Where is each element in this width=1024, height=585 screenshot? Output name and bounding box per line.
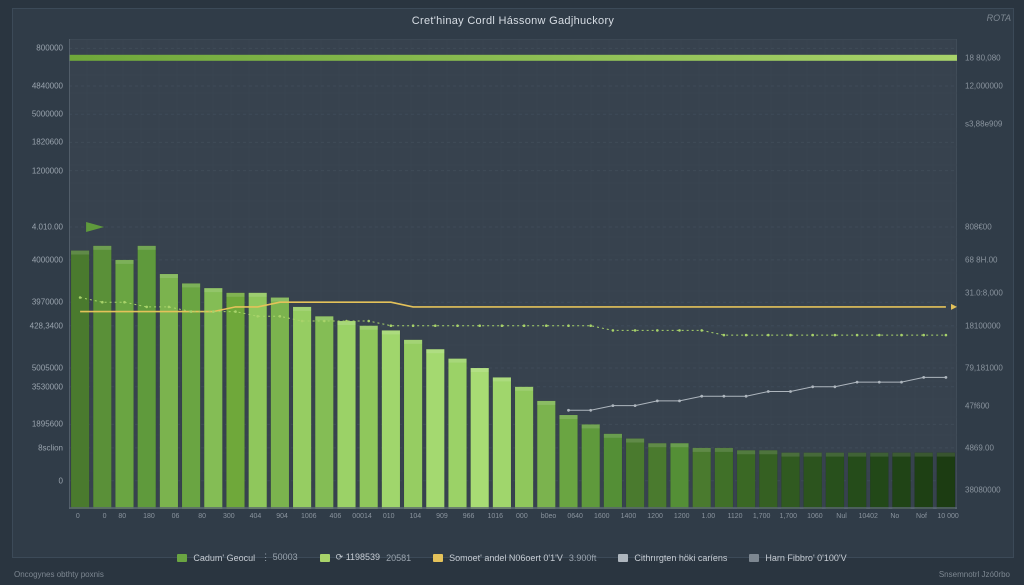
x-tick: 00014 (352, 513, 371, 520)
x-tick: 1120 (727, 513, 742, 520)
x-tick: Nof (916, 513, 927, 520)
legend: Cadum' Geocul ⋮ 50003 ⟳ 1198539 20581 Somoet… (0, 552, 1024, 563)
x-tick: 1060 (807, 513, 823, 520)
legend-swatch (320, 554, 330, 562)
plot-area (69, 39, 957, 509)
y-tick: 5000000 (32, 110, 63, 119)
x-tick: 904 (276, 513, 288, 520)
legend-swatch (177, 554, 187, 562)
legend-item: ⟳ 1198539 20581 (320, 552, 411, 563)
x-tick: 010 (383, 513, 395, 520)
y2-tick: 4869.00 (965, 443, 994, 452)
legend-value: 3.900ft (569, 553, 597, 563)
y2-tick: 12,000000 (965, 82, 1003, 91)
legend-item: Cadum' Geocul ⋮ 50003 (177, 552, 297, 563)
x-tick: 0 (103, 513, 107, 520)
y2-tick: 38080000 (965, 486, 1001, 495)
x-tick: 180 (143, 513, 155, 520)
y-tick: 3970000 (32, 298, 63, 307)
y-tick: 4.010.00 (32, 223, 63, 232)
legend-item: Harn Fibbro' 0'100'V (749, 552, 846, 563)
x-tick: 406 (330, 513, 342, 520)
x-tick: 300 (223, 513, 235, 520)
y-tick: 8sclion (38, 443, 63, 452)
y2-tick: 47f600 (965, 401, 989, 410)
legend-label: Cadum' Geocul (193, 553, 255, 563)
x-tick: 966 (463, 513, 475, 520)
y-tick: 3530000 (32, 382, 63, 391)
x-axis: 0 0 80 180 06 80 300 404 904 1006 406 00014 010 104 90… (69, 511, 957, 529)
x-tick: 10 000 (937, 513, 958, 520)
x-tick: 1,700 (753, 513, 771, 520)
x-tick: 1200 (674, 513, 690, 520)
legend-value: ⋮ 50003 (261, 552, 298, 563)
legend-value: 20581 (386, 553, 411, 563)
legend-label: Cithrırgten höki caríens (634, 553, 727, 563)
x-tick: 80 (118, 513, 126, 520)
x-tick: 0640 (567, 513, 583, 520)
footer-right: Snsemnotrl Jzó0rbo (939, 570, 1010, 579)
x-tick: 80 (198, 513, 206, 520)
x-tick: 404 (250, 513, 262, 520)
x-tick: Nul (836, 513, 847, 520)
y-tick: 1200000 (32, 166, 63, 175)
y-axis-right: 18 80,080 12,000000 s3,88e909 808€00 68 8H.0… (961, 39, 1011, 509)
legend-label: Harn Fibbro' 0'100'V (765, 553, 846, 563)
y2-tick: 18 80,080 (965, 53, 1001, 62)
y2-tick: 31.0:8,000 (965, 288, 1003, 297)
x-tick: 10402 (858, 513, 877, 520)
y2-tick: 18100000 (965, 321, 1001, 330)
y-tick: 4840000 (32, 82, 63, 91)
x-tick: 1200 (647, 513, 663, 520)
x-tick: 1016 (487, 513, 503, 520)
y-tick: 1820600 (32, 138, 63, 147)
x-tick: 000 (516, 513, 528, 520)
y-tick: 1895600 (32, 420, 63, 429)
x-tick: No (890, 513, 899, 520)
x-tick: b0eo (541, 513, 557, 520)
x-tick: 909 (436, 513, 448, 520)
y-tick: 4000000 (32, 255, 63, 264)
x-tick: 1006 (301, 513, 317, 520)
x-tick: 06 (172, 513, 180, 520)
y-tick: 0 (59, 476, 63, 485)
legend-swatch (618, 554, 628, 562)
legend-swatch (749, 554, 759, 562)
y-tick: 800000 (36, 44, 63, 53)
x-tick: 1600 (594, 513, 610, 520)
x-tick: 1.00 (702, 513, 716, 520)
x-tick: 104 (409, 513, 421, 520)
x-tick: 0 (76, 513, 80, 520)
chart-panel: ROTA Cret'hinay Cordl Hássonw Gadjhuckor… (12, 8, 1014, 558)
legend-swatch (433, 554, 443, 562)
y-tick: 5005000 (32, 364, 63, 373)
legend-label: ⟳ 1198539 (336, 552, 380, 563)
y-tick: 428,3400 (30, 321, 63, 330)
footer-left: Oncogynes obthty poxnis (14, 570, 104, 579)
chart-title: Cret'hinay Cordl Hássonw Gadjhuckory (13, 15, 1013, 27)
x-tick: 1,700 (780, 513, 798, 520)
legend-item: Cithrırgten höki caríens (618, 552, 727, 563)
x-tick: 1400 (621, 513, 637, 520)
legend-item: Somoet' andel N06oert 0'1'V 3.900ft (433, 552, 596, 563)
legend-label: Somoet' andel N06oert 0'1'V (449, 553, 563, 563)
y2-tick: s3,88e909 (965, 119, 1002, 128)
y2-tick: 68 8H.00 (965, 255, 997, 264)
y2-tick: 808€00 (965, 223, 992, 232)
y2-tick: 79,181000 (965, 364, 1003, 373)
y-axis-left: 800000 4840000 5000000 1820600 1200000 4.010.… (13, 39, 65, 509)
